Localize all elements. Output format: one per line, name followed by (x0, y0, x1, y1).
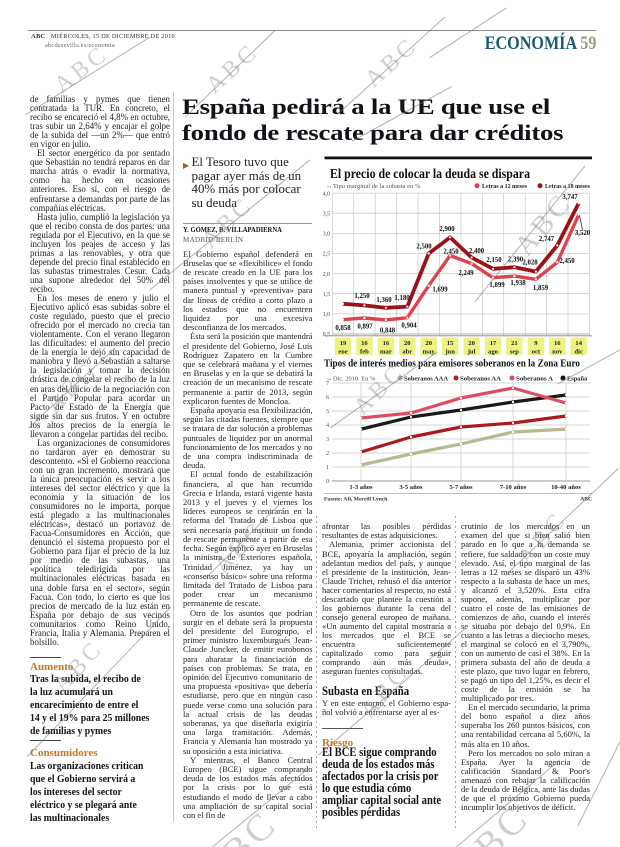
svg-text:2,249: 2,249 (458, 270, 474, 277)
svg-text:10-40 años: 10-40 años (551, 484, 581, 491)
svg-text:3,0: 3,0 (323, 232, 330, 238)
svg-text:2,5: 2,5 (323, 252, 330, 258)
svg-text:6: 6 (326, 395, 329, 401)
svg-text:0,848: 0,848 (380, 328, 396, 335)
svg-text:0,897: 0,897 (357, 324, 373, 331)
svg-text:Letras a 12 meses: Letras a 12 meses (482, 183, 527, 190)
svg-text:0: 0 (326, 479, 329, 485)
svg-text:2,450: 2,450 (443, 249, 459, 256)
svg-text:17: 17 (490, 340, 497, 347)
svg-text:1,938: 1,938 (510, 280, 526, 287)
svg-text:nov: nov (552, 348, 563, 355)
svg-text:4: 4 (326, 423, 329, 429)
svg-text:mar: mar (380, 348, 392, 355)
svg-text:0,5: 0,5 (323, 332, 330, 338)
svg-text:3-5 años: 3-5 años (399, 484, 423, 491)
svg-text:4,0: 4,0 (323, 191, 330, 197)
svg-text:3: 3 (326, 437, 329, 443)
svg-text:2,0: 2,0 (323, 272, 330, 278)
svg-text:sep: sep (510, 348, 519, 355)
svg-text:1-3 años: 1-3 años (349, 484, 373, 491)
svg-text:dic: dic (574, 348, 582, 355)
svg-text:2,450: 2,450 (559, 258, 575, 265)
svg-text:3,5: 3,5 (323, 211, 330, 217)
svg-text:2: 2 (326, 451, 329, 457)
svg-text:2,400: 2,400 (469, 248, 485, 255)
svg-text:ABC: ABC (580, 497, 592, 503)
svg-text:3,520: 3,520 (575, 230, 591, 237)
svg-text:0,904: 0,904 (401, 323, 417, 330)
svg-text:1,0: 1,0 (323, 312, 330, 318)
svg-text:20: 20 (404, 340, 411, 347)
svg-text:Fuente: Afi, Merrill Lynch: Fuente: Afi, Merrill Lynch (324, 497, 388, 503)
svg-text:Soberanos AAA: Soberanos AAA (404, 376, 448, 383)
svg-text:1,699: 1,699 (432, 287, 448, 294)
svg-text:7-10 años: 7-10 años (500, 484, 527, 491)
svg-text:Letras a 18 meses: Letras a 18 meses (545, 183, 590, 190)
svg-text:Tipos de interés medios para e: Tipos de interés medios para emisores so… (324, 358, 580, 370)
svg-text:oct: oct (532, 348, 541, 355)
svg-text:may: may (423, 348, 436, 355)
svg-text:3,747: 3,747 (562, 194, 578, 201)
svg-text:1,5: 1,5 (323, 292, 330, 298)
svg-text:2,900: 2,900 (439, 226, 455, 233)
svg-text:jul: jul (467, 348, 476, 355)
svg-text:0,858: 0,858 (335, 325, 351, 332)
svg-text:1,859: 1,859 (533, 285, 549, 292)
svg-text:7: 7 (326, 381, 329, 387)
svg-text:19: 19 (340, 340, 347, 347)
svg-text:16: 16 (554, 340, 561, 347)
svg-text:›› Tipo marginal de la subasta: ›› Tipo marginal de la subasta en % (327, 183, 421, 190)
svg-text:Soberanos A: Soberanos A (516, 376, 553, 383)
svg-text:1,360: 1,360 (376, 297, 392, 304)
svg-text:España: España (567, 376, 588, 383)
svg-text:2,500: 2,500 (416, 244, 432, 251)
svg-text:5: 5 (326, 409, 329, 415)
svg-text:21: 21 (511, 340, 518, 347)
svg-text:El precio de colocar la deuda: El precio de colocar la deuda se dispara (330, 166, 530, 181)
svg-text:1,180: 1,180 (394, 295, 410, 302)
svg-text:feb: feb (360, 348, 369, 355)
svg-text:2,747: 2,747 (539, 236, 555, 243)
svg-text:ene: ene (338, 348, 348, 355)
svg-text:1,250: 1,250 (354, 293, 370, 300)
svg-text:ago: ago (488, 348, 499, 355)
svg-text:2,028: 2,028 (522, 260, 538, 267)
svg-text:1: 1 (326, 465, 329, 471)
svg-text:›› Dic. 2010. En %: ›› Dic. 2010. En % (327, 376, 376, 383)
svg-text:15: 15 (447, 340, 454, 347)
svg-text:16: 16 (383, 340, 390, 347)
svg-text:jun: jun (444, 348, 455, 355)
svg-text:20: 20 (468, 340, 475, 347)
svg-text:16: 16 (361, 340, 368, 347)
svg-text:Soberanos AA: Soberanos AA (460, 376, 501, 383)
svg-text:20: 20 (425, 340, 432, 347)
svg-text:14: 14 (575, 340, 582, 347)
svg-text:5-7 años: 5-7 años (449, 484, 473, 491)
svg-text:9: 9 (534, 340, 538, 347)
svg-text:2,150: 2,150 (486, 257, 502, 264)
svg-text:1,899: 1,899 (489, 282, 505, 289)
svg-text:abr: abr (402, 348, 412, 355)
